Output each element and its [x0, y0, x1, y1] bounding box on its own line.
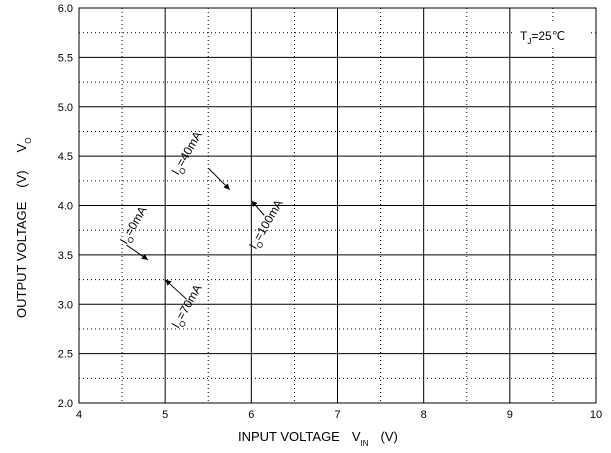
y-tick-label: 4.0	[58, 201, 73, 213]
x-tick-label: 8	[421, 409, 427, 421]
y-tick-label: 4.5	[58, 151, 73, 163]
x-tick-label: 5	[162, 409, 168, 421]
major-grid	[79, 8, 596, 403]
y-axis-label: OUTPUT VOLTAGE(V)VO	[14, 137, 33, 318]
annotation-arrow	[126, 244, 149, 261]
annotation-arrow	[207, 167, 231, 191]
y-tick-label: 2.5	[58, 349, 73, 361]
x-tick-label: 4	[76, 409, 82, 421]
legend: TJ=25℃	[512, 24, 590, 46]
annotation-label: IO=70mA	[169, 282, 208, 332]
legend-text: TJ=25℃	[520, 29, 565, 46]
y-tick-label: 3.5	[58, 250, 73, 262]
y-tick-label: 3.0	[58, 299, 73, 311]
annotation-arrow	[250, 200, 265, 216]
x-tick-label: 9	[507, 409, 513, 421]
x-tick-labels: 4 5 6 7 8 9 10	[76, 409, 602, 421]
y-tick-label: 5.5	[58, 52, 73, 64]
y-tick-label: 2.0	[58, 398, 73, 410]
annotation: IO=70mA	[164, 279, 208, 332]
y-tick-label: 5.0	[58, 102, 73, 114]
annotation-label: IO=0mA	[117, 204, 152, 248]
x-tick-label: 10	[590, 409, 602, 421]
y-tick-labels: 2.0 2.5 3.0 3.5 4.0 4.5 5.0 5.5 6.0	[58, 3, 73, 410]
y-tick-label: 6.0	[58, 3, 73, 15]
legend-box	[512, 24, 590, 46]
annotation-arrow	[164, 279, 188, 300]
plot-frame	[78, 7, 597, 404]
x-tick-label: 6	[248, 409, 254, 421]
x-axis-label: INPUT VOLTAGE VIN (V)	[238, 429, 398, 448]
annotation-label: IO=40mA	[169, 129, 208, 179]
x-tick-label: 7	[334, 409, 340, 421]
